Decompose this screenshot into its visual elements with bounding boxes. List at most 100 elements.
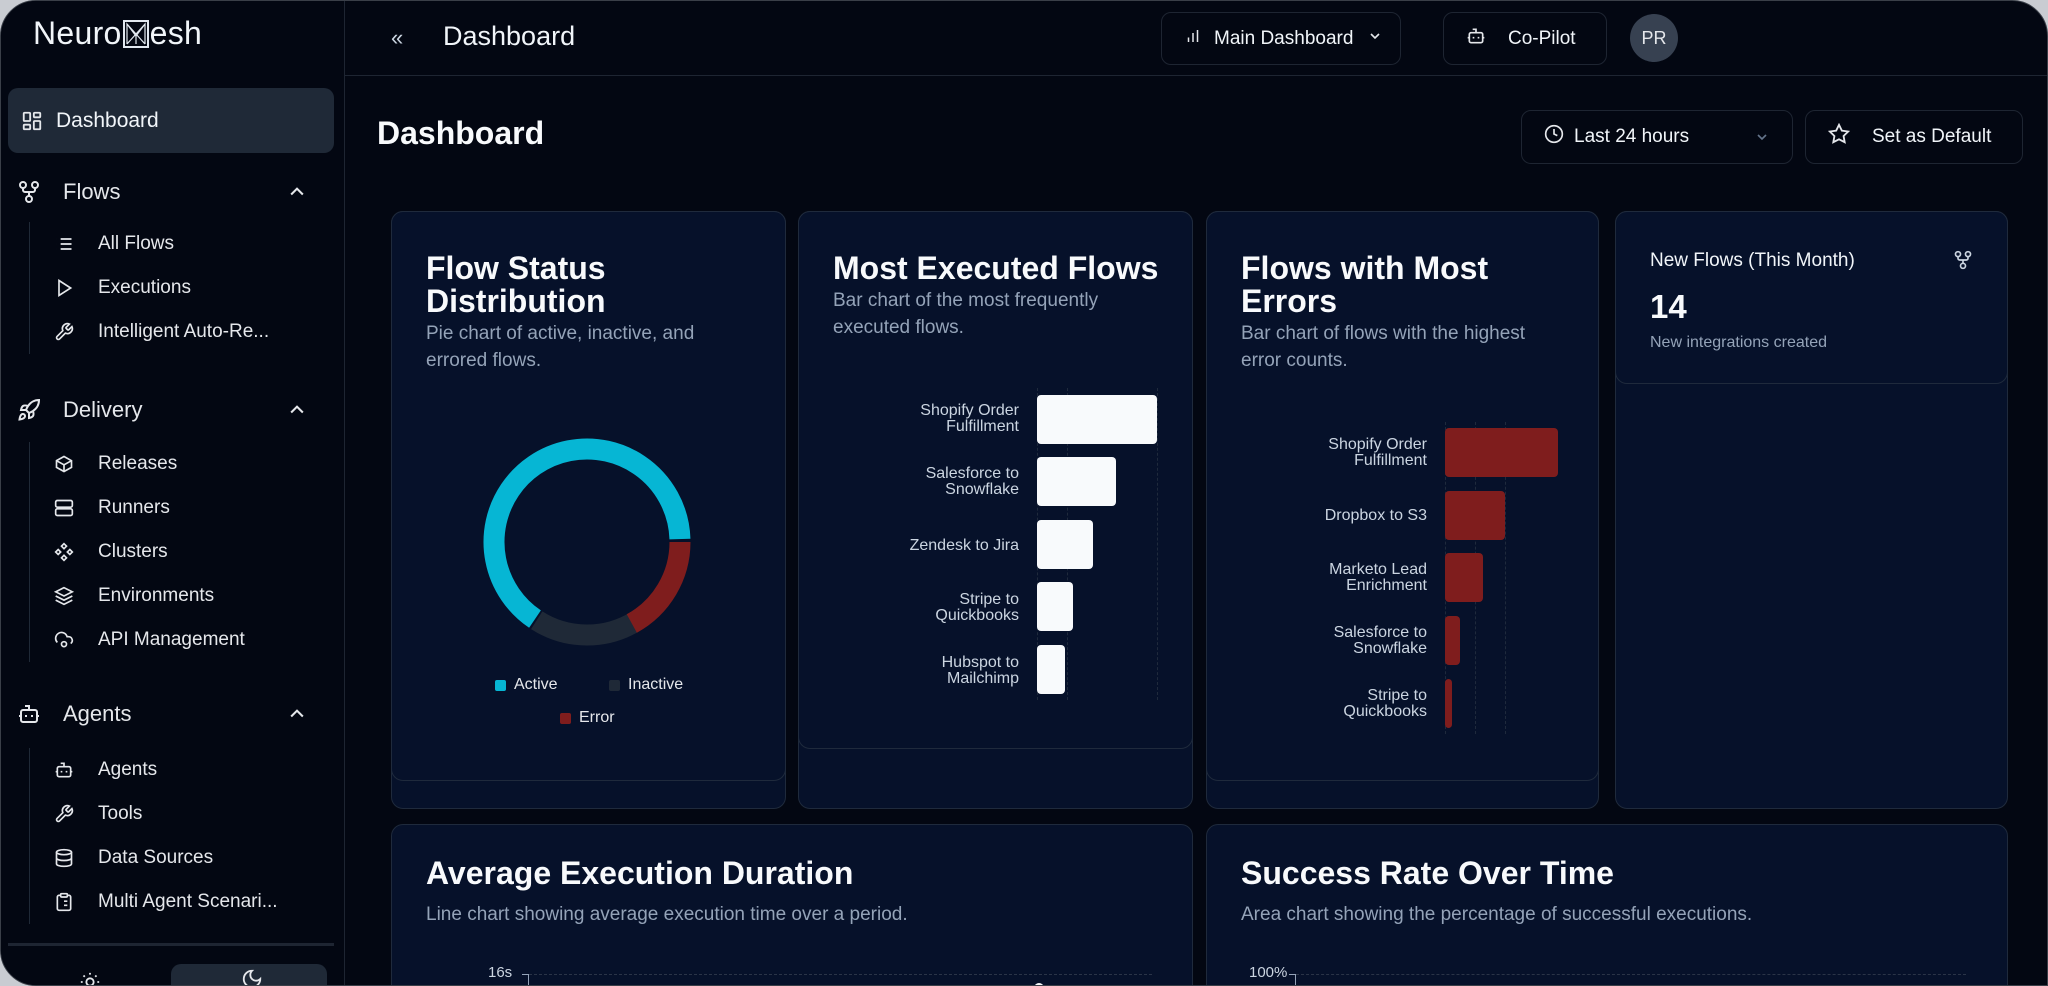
legend-item-error[interactable]: Error <box>560 709 615 727</box>
sidebar-item-runners[interactable]: Runners <box>30 486 345 530</box>
bar-stripe-to-quickbooks[interactable] <box>1037 582 1073 631</box>
bar-dropbox-to-s3[interactable] <box>1445 491 1505 540</box>
bar-hubspot-to-mailchimp[interactable] <box>1037 645 1065 694</box>
donut-slice-error <box>483 438 691 646</box>
sidebar-item-dashboard[interactable]: Dashboard <box>8 88 334 153</box>
page-title: Dashboard <box>377 115 545 151</box>
card-new-flows-inner: New Flows (This Month) 14 New integratio… <box>1615 211 2008 384</box>
sidebar-item-label: API Management <box>98 629 245 650</box>
bar-label: Salesforce to Snowflake <box>1333 624 1427 657</box>
card-most-executed: Most Executed Flows Bar chart of the mos… <box>798 211 1193 809</box>
sidebar-group-agents-toggle[interactable]: Agents <box>1 694 345 734</box>
sidebar-subnav-agents: Agents Tools Data Sources Multi Agent Sc… <box>29 748 345 924</box>
sidebar-item-multi-agent-scenarios[interactable]: Multi Agent Scenari... <box>30 880 345 924</box>
card-description: Bar chart of the most frequently execute… <box>833 290 1099 338</box>
bar-salesforce-to-snowflake[interactable] <box>1445 616 1460 665</box>
sidebar-item-tools[interactable]: Tools <box>30 792 345 836</box>
clipboard-list-icon <box>52 890 76 914</box>
bar-salesforce-to-snowflake[interactable] <box>1037 457 1116 506</box>
y-axis-tick: 100% <box>1249 964 1288 981</box>
sidebar-item-data-sources[interactable]: Data Sources <box>30 836 345 880</box>
y-axis-tick: 16s <box>488 964 513 981</box>
play-icon <box>52 276 76 300</box>
sidebar-item-label: Agents <box>98 759 158 780</box>
rocket-icon <box>17 398 41 422</box>
legend-item-inactive[interactable]: Inactive <box>609 676 683 694</box>
sidebar-group-flows-toggle[interactable]: Flows <box>1 172 345 212</box>
card-title: Most Executed Flows <box>833 250 1159 286</box>
card-description: Bar chart of flows with the highest erro… <box>1241 323 1526 371</box>
topbar: « Dashboard <box>345 1 2047 76</box>
chevron-up-icon[interactable] <box>287 182 307 207</box>
y-axis <box>1295 974 1296 985</box>
sidebar-item-label: Dashboard <box>56 108 159 132</box>
set-default-button[interactable]: Set as Default <box>1805 110 2023 164</box>
bot-icon <box>52 758 76 782</box>
card-title: Flows with Most Errors <box>1241 250 1489 319</box>
bar-marketo-lead-enrichment[interactable] <box>1445 553 1483 602</box>
bar-zendesk-to-jira[interactable] <box>1037 520 1093 569</box>
bar-stripe-to-quickbooks[interactable] <box>1445 679 1452 728</box>
bar-label: Stripe to Quickbooks <box>1343 687 1427 720</box>
y-axis-tick-mark <box>522 974 528 975</box>
chevron-down-icon <box>1367 28 1383 50</box>
chevron-up-icon[interactable] <box>287 400 307 425</box>
chevron-up-icon[interactable] <box>287 704 307 729</box>
donut-chart[interactable] <box>482 437 692 647</box>
line-data-point[interactable] <box>1034 983 1044 985</box>
sidebar-item-label: Tools <box>98 803 143 824</box>
copilot-button[interactable]: Co-Pilot <box>1443 12 1607 65</box>
copilot-label: Co-Pilot <box>1508 27 1576 49</box>
bar-label: Shopify Order Fulfillment <box>1328 436 1427 469</box>
cloud-cog-icon <box>52 628 76 652</box>
card-title: Average Execution Duration <box>426 855 854 891</box>
layers-icon <box>52 584 76 608</box>
bar-label: Stripe to Quickbooks <box>935 591 1019 624</box>
card-most-executed-inner: Most Executed Flows Bar chart of the mos… <box>798 211 1193 749</box>
card-avg-execution-duration: Average Execution Duration Line chart sh… <box>391 824 1193 985</box>
grid-line <box>1505 422 1506 734</box>
bar-shopify-order-fulfillment[interactable] <box>1037 395 1157 444</box>
sidebar-item-all-flows[interactable]: All Flows <box>30 222 345 266</box>
avatar[interactable]: PR <box>1630 14 1678 62</box>
legend-item-active[interactable]: Active <box>495 676 558 694</box>
stat-title: New Flows (This Month) <box>1650 250 1855 271</box>
bot-icon <box>1466 26 1486 52</box>
sun-icon[interactable] <box>79 971 101 985</box>
sidebar-item-releases[interactable]: Releases <box>30 442 345 486</box>
app-logo[interactable]: Neuro esh <box>33 15 203 51</box>
bar-shopify-order-fulfillment[interactable] <box>1445 428 1558 477</box>
sidebar-item-environments[interactable]: Environments <box>30 574 345 618</box>
card-flow-status-inner: Flow Status Distribution Pie chart of ac… <box>391 211 786 781</box>
sidebar-item-clusters[interactable]: Clusters <box>30 530 345 574</box>
sidebar-subnav-flows: All Flows Executions Intelligent Auto-Re… <box>29 222 345 354</box>
sidebar-subnav-delivery: Releases Runners Clusters Environments A… <box>29 442 345 662</box>
dashboard-select[interactable]: Main Dashboard <box>1161 12 1401 65</box>
card-title: Success Rate Over Time <box>1241 855 1614 891</box>
card-description: Pie chart of active, inactive, and error… <box>426 323 695 371</box>
time-range-label: Last 24 hours <box>1574 126 1690 147</box>
workflow-icon <box>1953 250 1973 275</box>
bot-icon <box>17 702 41 726</box>
sidebar-item-label: Multi Agent Scenari... <box>98 891 278 912</box>
sidebar-item-api-management[interactable]: API Management <box>30 618 345 662</box>
sidebar-group-delivery-toggle[interactable]: Delivery <box>1 390 345 430</box>
sidebar-item-agents[interactable]: Agents <box>30 748 345 792</box>
stat-value: 14 <box>1650 288 1687 325</box>
sidebar-item-intelligent-auto-remediation[interactable]: Intelligent Auto-Re... <box>30 310 345 354</box>
time-range-select[interactable]: Last 24 hours <box>1521 110 1793 164</box>
sidebar-group-flows: Flows All Flows Executions Intelligent A… <box>1 172 345 354</box>
sidebar-item-executions[interactable]: Executions <box>30 266 345 310</box>
chevrons-left-icon[interactable]: « <box>391 25 404 50</box>
workflow-icon <box>17 180 41 204</box>
card-description: Area chart showing the percentage of suc… <box>1241 904 1753 925</box>
clock-icon <box>1544 124 1564 150</box>
wrench-icon <box>52 802 76 826</box>
card-most-errors: Flows with Most Errors Bar chart of flow… <box>1206 211 1599 809</box>
wrench-icon <box>52 320 76 344</box>
bar-label: Shopify Order Fulfillment <box>920 402 1019 435</box>
donut-slice-active <box>483 438 691 646</box>
theme-dark-toggle[interactable] <box>171 964 327 985</box>
logo-mesh-m-icon <box>122 19 149 48</box>
